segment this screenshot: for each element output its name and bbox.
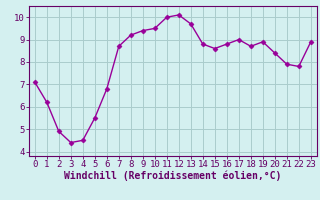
- X-axis label: Windchill (Refroidissement éolien,°C): Windchill (Refroidissement éolien,°C): [64, 171, 282, 181]
